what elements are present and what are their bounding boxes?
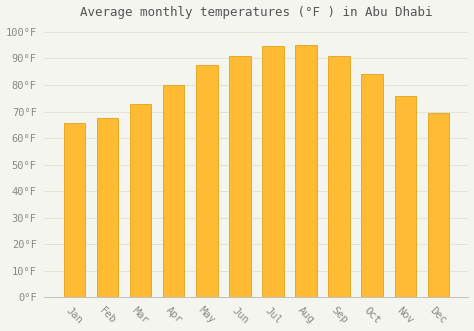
Bar <box>328 56 350 298</box>
Bar <box>196 65 218 298</box>
Bar <box>362 74 383 298</box>
Bar <box>64 123 85 298</box>
Bar <box>428 113 449 298</box>
Bar <box>262 46 284 298</box>
Bar <box>130 104 151 298</box>
Bar <box>163 85 184 298</box>
Bar <box>295 45 317 298</box>
Title: Average monthly temperatures (°F ) in Abu Dhabi: Average monthly temperatures (°F ) in Ab… <box>80 6 433 19</box>
Bar <box>394 96 416 298</box>
Bar <box>97 118 118 298</box>
Bar <box>229 56 251 298</box>
